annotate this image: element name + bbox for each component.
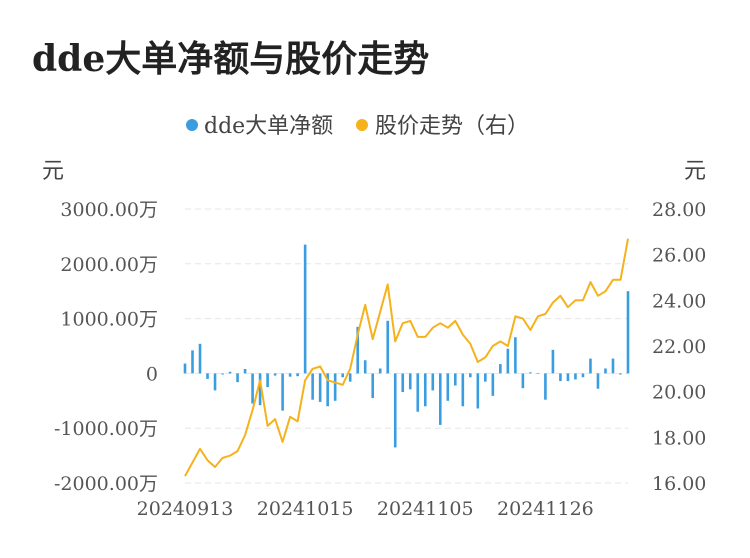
dde-bar [559, 373, 562, 382]
dde-bar [213, 373, 217, 391]
dde-bar [378, 368, 382, 374]
dde-bar [258, 373, 262, 406]
dde-bar [228, 371, 232, 374]
right-axis-ticks: 28.00 26.00 24.00 22.00 20.00 18.00 16.00 [652, 199, 706, 495]
left-axis-unit: 元 [42, 159, 64, 184]
legend: dde大单净额 股价走势（右） [186, 114, 529, 139]
dde-bar [626, 291, 630, 374]
dde-bar [198, 343, 202, 374]
dde-bar [348, 373, 352, 382]
dde-bar [183, 363, 187, 374]
dde-bar [499, 364, 502, 374]
dde-bar [596, 373, 600, 389]
dde-bar [356, 326, 359, 374]
dde-bar [611, 358, 615, 374]
dde-bar [251, 373, 254, 404]
left-tick-label: 1000.00万 [60, 309, 158, 331]
dde-bar [333, 373, 337, 401]
gridlines [185, 208, 628, 484]
dde-bar [243, 369, 247, 374]
dde-bar [566, 373, 570, 382]
right-tick-label: 28.00 [652, 199, 706, 221]
dde-bar [604, 368, 607, 374]
dde-bar [619, 373, 622, 375]
dde-bar [551, 349, 555, 374]
bar-series [183, 244, 630, 448]
legend-label-dde: dde大单净额 [204, 114, 333, 139]
dde-bar [574, 373, 577, 380]
dde-bar [423, 373, 427, 407]
right-axis-unit: 元 [684, 159, 706, 184]
dde-bar [221, 373, 224, 375]
dde-bar [311, 373, 314, 400]
dde-bar [544, 373, 547, 400]
left-tick-label: 0 [146, 363, 158, 385]
dde-bar [529, 372, 532, 374]
dde-bar [281, 373, 284, 411]
dde-bar [393, 373, 397, 448]
dde-bar [191, 350, 194, 374]
left-tick-label: 3000.00万 [60, 199, 158, 221]
price-line [184, 238, 629, 477]
dde-bar [266, 373, 269, 388]
dde-bar [431, 373, 435, 391]
dde-bar [506, 348, 510, 374]
dde-bar [408, 373, 412, 390]
dde-bar [296, 373, 299, 377]
dde-bar [288, 373, 292, 377]
dde-bar [416, 373, 420, 412]
right-tick-label: 20.00 [652, 382, 706, 404]
dde-bar [521, 373, 525, 389]
chart-title: dde大单净额与股价走势 [32, 38, 430, 80]
dde-bar [589, 358, 592, 374]
left-axis-ticks: 3000.00万 2000.00万 1000.00万 0 -1000.00万 -2000.… [54, 199, 158, 495]
dde-bar [454, 373, 457, 386]
legend-label-price: 股价走势（右） [375, 114, 529, 139]
dde-bar [386, 320, 390, 374]
dde-bar [491, 373, 495, 396]
left-tick-label: -2000.00万 [54, 473, 158, 495]
dde-bar [438, 373, 442, 425]
right-tick-label: 22.00 [652, 336, 706, 358]
dde-bar [371, 373, 375, 399]
dde-bar [446, 373, 450, 401]
dde-bar [341, 373, 344, 378]
line-series [184, 238, 629, 477]
legend-marker-dde [186, 119, 198, 131]
dde-bar [514, 337, 517, 374]
dde-bar [476, 373, 480, 409]
dde-bar [236, 373, 239, 383]
dde-bar [206, 373, 209, 379]
dde-bar [401, 373, 405, 393]
x-tick-label: 20241105 [377, 498, 474, 520]
dde-bar [326, 373, 329, 407]
legend-marker-price [356, 119, 368, 131]
x-tick-label: 20240913 [137, 498, 234, 520]
x-axis-ticks: 20240913 20241015 20241105 20241126 [137, 498, 594, 520]
left-tick-label: -1000.00万 [54, 418, 158, 440]
dde-bar [363, 360, 367, 374]
right-tick-label: 24.00 [652, 290, 706, 312]
dde-bar [273, 373, 277, 376]
right-tick-label: 16.00 [652, 473, 706, 495]
dde-bar [469, 373, 472, 378]
x-tick-label: 20241015 [257, 498, 354, 520]
right-tick-label: 18.00 [652, 427, 706, 449]
x-tick-label: 20241126 [497, 498, 594, 520]
dde-bar [536, 373, 540, 374]
left-tick-label: 2000.00万 [60, 254, 158, 276]
dde-bar [318, 373, 322, 402]
dde-bar [303, 244, 307, 374]
dde-bar [461, 373, 465, 407]
dde-bar [484, 373, 487, 382]
right-tick-label: 26.00 [652, 245, 706, 267]
dde-bar [581, 373, 585, 378]
